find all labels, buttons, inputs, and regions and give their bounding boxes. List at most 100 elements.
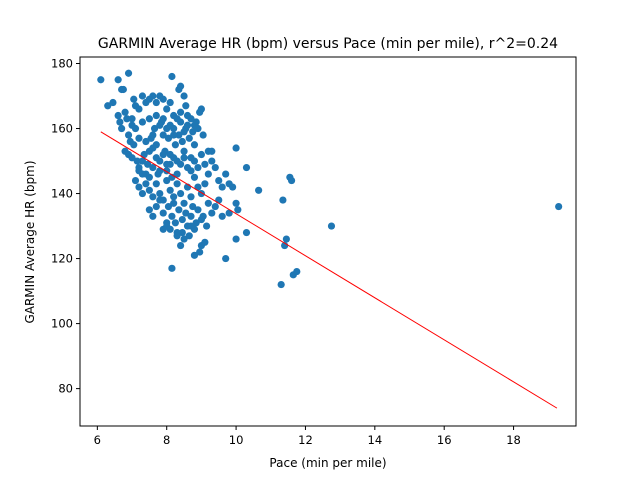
data-point [234,206,242,214]
regression-line [100,131,558,409]
data-point [131,176,140,185]
data-point [208,147,216,155]
data-point [176,189,185,198]
data-point [150,124,159,133]
data-point [123,115,131,123]
data-point [178,228,186,237]
data-point [166,186,174,194]
data-point [145,115,153,123]
data-point [190,173,199,181]
data-point [152,202,160,211]
data-point [119,85,127,94]
data-point [232,235,240,243]
data-point [130,95,138,103]
data-point [152,180,160,188]
x-tick-label: 8 [163,433,170,447]
data-point [189,202,197,211]
data-point [175,206,183,214]
data-point [152,141,160,149]
plot-area [97,69,563,409]
data-point [187,115,195,123]
y-tick-label: 140 [51,187,73,201]
data-point [232,144,240,152]
data-point [142,137,150,146]
data-point [138,118,147,126]
data-point [173,232,181,240]
data-point [175,131,183,139]
data-point [215,196,223,204]
data-point [159,115,167,123]
data-point [189,128,197,136]
data-point [145,206,153,214]
x-tick-label: 18 [506,433,521,447]
data-point [218,212,226,220]
data-point [124,131,133,139]
data-point [138,157,147,165]
data-point [163,105,171,113]
data-point [204,199,212,207]
y-tick-label: 180 [51,57,73,71]
data-point [197,105,205,113]
data-point [164,134,173,142]
data-point [149,212,157,220]
data-point [118,124,126,133]
y-tick-label: 120 [51,252,73,266]
data-point [279,196,287,204]
data-point [194,183,202,191]
data-point [203,222,211,230]
data-point [109,98,117,107]
data-point [121,108,129,116]
data-point [170,154,178,162]
data-point [159,95,167,103]
data-point [168,264,176,272]
data-point [149,92,157,100]
data-point [140,150,148,159]
data-point [159,150,167,159]
data-point [180,92,188,100]
data-point [170,199,178,207]
data-point [170,193,178,201]
data-point [176,82,185,90]
x-tick-label: 10 [229,433,244,447]
data-point [163,222,171,230]
data-point [190,251,199,259]
data-point [180,154,188,162]
chart-title: GARMIN Average HR (bpm) versus Pace (min… [98,36,558,52]
data-point [170,131,178,139]
data-point [133,157,141,165]
data-point [178,137,186,146]
data-point [182,209,190,217]
data-point [185,134,193,142]
data-point [222,170,230,178]
data-point [277,280,285,289]
data-point [182,102,190,110]
data-point [185,232,193,240]
data-point [211,202,219,211]
data-point [163,176,171,185]
data-point [145,147,153,155]
data-point [180,147,188,155]
data-point [128,154,136,162]
data-point [190,141,199,149]
x-tick-label: 16 [437,433,452,447]
data-point [145,186,153,194]
x-tick-label: 6 [94,433,101,447]
data-point [201,160,209,168]
data-point [156,167,164,175]
data-point [176,160,185,168]
data-point [255,186,263,194]
data-point [242,163,251,172]
data-point [152,111,160,120]
x-axis-label: Pace (min per mile) [269,456,386,470]
data-point [166,98,174,107]
data-point [327,222,336,230]
data-point [242,228,251,237]
data-point [116,118,124,126]
data-point [173,170,181,178]
data-point [104,102,112,110]
data-point [149,163,157,172]
data-point [293,267,301,276]
y-tick-label: 100 [51,317,73,331]
data-point [124,69,133,77]
data-point [156,121,164,129]
